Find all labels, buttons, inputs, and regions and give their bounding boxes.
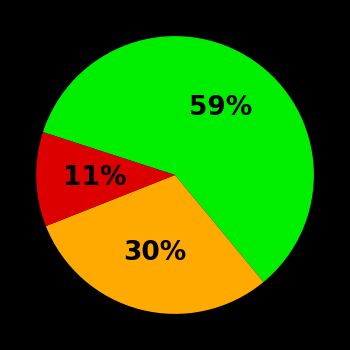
Text: 30%: 30% (123, 240, 187, 266)
Text: 59%: 59% (189, 95, 252, 121)
Wedge shape (36, 132, 175, 226)
Wedge shape (46, 175, 264, 314)
Wedge shape (43, 36, 314, 282)
Text: 11%: 11% (63, 164, 126, 190)
